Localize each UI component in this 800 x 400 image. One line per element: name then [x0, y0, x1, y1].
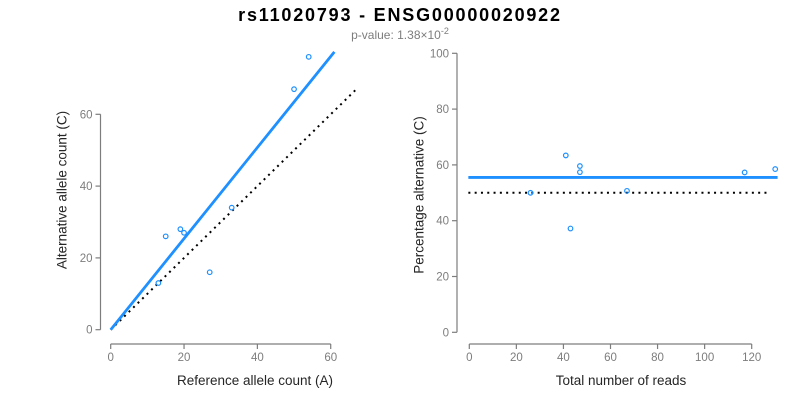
x-tick-label: 60	[324, 352, 337, 364]
fit-line	[109, 50, 336, 331]
x-tick-label: 40	[557, 352, 570, 364]
y-tick-label: 0	[443, 327, 449, 339]
panel-percentage-alternative: 0 20 40 60 80 100 0 20 40 60 80 100 120	[430, 48, 779, 364]
x-tick-label: 100	[695, 352, 714, 364]
data-point	[162, 233, 169, 240]
x-tick-label: 0	[466, 352, 472, 364]
x-tick-label: 120	[742, 352, 761, 364]
panel-allele-counts: 0 20 40 60 0 20 40 60	[80, 50, 359, 364]
data-point	[577, 169, 583, 176]
data-point	[155, 280, 162, 286]
x-tick-label: 0	[107, 352, 113, 364]
data-point	[624, 187, 630, 194]
left-y-axis-title: Alternative allele count (C)	[54, 110, 70, 270]
data-point	[772, 166, 779, 172]
data-point	[577, 163, 583, 169]
data-point	[206, 269, 213, 276]
data-point	[741, 169, 748, 176]
x-tick-label: 20	[178, 352, 191, 364]
p-value-exponent: -2	[440, 26, 449, 36]
x-tick-label: 60	[604, 352, 617, 364]
p-value-text: p-value: 1.38×10	[351, 28, 441, 42]
y-tick-label: 40	[436, 216, 449, 228]
data-point	[291, 86, 297, 93]
identity-line	[110, 87, 359, 331]
figure-title: rs11020793 - ENSG00000020922	[238, 5, 562, 25]
left-x-axis-title: Reference allele count (A)	[176, 373, 334, 388]
y-tick-label: 80	[436, 104, 449, 116]
right-x-axis-title: Total number of reads	[555, 373, 687, 388]
x-tick-label: 80	[651, 352, 664, 364]
figure-subtitle: p-value: 1.38×10-2	[0, 26, 800, 42]
data-point	[177, 226, 184, 233]
data-point	[305, 53, 312, 60]
data-point	[527, 189, 534, 196]
data-point	[228, 204, 235, 211]
y-tick-label: 60	[80, 109, 93, 121]
right-y-axis-title: Percentage alternative (C)	[411, 116, 427, 274]
x-tick-label: 20	[510, 352, 523, 364]
y-tick-label: 20	[436, 272, 449, 284]
y-tick-label: 60	[436, 160, 449, 172]
x-tick-label: 40	[251, 352, 264, 364]
y-tick-label: 0	[86, 325, 92, 337]
data-point	[181, 229, 187, 236]
y-tick-label: 100	[430, 48, 449, 60]
y-tick-label: 20	[80, 253, 93, 265]
y-tick-label: 40	[80, 181, 93, 193]
data-point	[567, 225, 574, 232]
data-point	[562, 152, 569, 159]
